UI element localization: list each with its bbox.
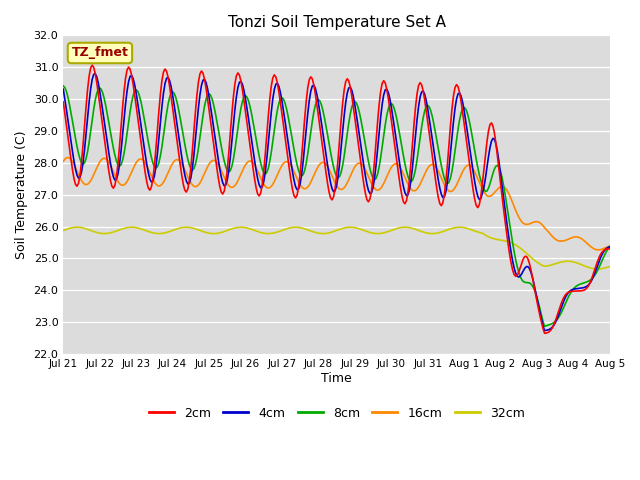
8cm: [60, 83, 67, 89]
2cm: [163, 68, 170, 74]
32cm: [372, 231, 380, 237]
Title: Tonzi Soil Temperature Set A: Tonzi Soil Temperature Set A: [228, 15, 445, 30]
4cm: [92, 71, 99, 76]
2cm: [372, 138, 380, 144]
Line: 2cm: 2cm: [63, 65, 610, 333]
Line: 8cm: 8cm: [63, 86, 610, 326]
16cm: [372, 187, 380, 192]
4cm: [60, 86, 67, 92]
32cm: [163, 229, 170, 235]
Line: 32cm: 32cm: [63, 227, 610, 269]
16cm: [403, 178, 410, 184]
8cm: [389, 102, 397, 108]
32cm: [73, 224, 81, 230]
16cm: [76, 175, 84, 180]
16cm: [541, 225, 548, 230]
X-axis label: Time: Time: [321, 372, 352, 385]
4cm: [372, 162, 380, 168]
2cm: [60, 99, 67, 105]
16cm: [163, 173, 170, 179]
32cm: [541, 264, 548, 269]
Line: 16cm: 16cm: [63, 157, 610, 250]
Line: 4cm: 4cm: [63, 73, 610, 331]
2cm: [88, 62, 96, 68]
8cm: [161, 121, 169, 127]
32cm: [594, 266, 602, 272]
8cm: [540, 319, 547, 324]
4cm: [390, 124, 398, 130]
16cm: [60, 158, 67, 164]
8cm: [371, 177, 378, 182]
8cm: [606, 243, 614, 249]
2cm: [403, 198, 410, 204]
2cm: [541, 330, 548, 336]
4cm: [542, 327, 550, 333]
Text: TZ_fmet: TZ_fmet: [72, 47, 129, 60]
Legend: 2cm, 4cm, 8cm, 16cm, 32cm: 2cm, 4cm, 8cm, 16cm, 32cm: [143, 402, 529, 425]
16cm: [606, 243, 614, 249]
16cm: [64, 155, 72, 160]
32cm: [390, 227, 398, 232]
Y-axis label: Soil Temperature (C): Soil Temperature (C): [15, 131, 28, 259]
8cm: [401, 161, 409, 167]
4cm: [606, 244, 614, 250]
32cm: [60, 228, 67, 233]
32cm: [606, 264, 614, 269]
2cm: [75, 180, 83, 186]
16cm: [594, 247, 602, 252]
4cm: [75, 175, 83, 181]
4cm: [163, 75, 170, 81]
4cm: [403, 192, 410, 198]
32cm: [403, 225, 410, 230]
32cm: [76, 225, 84, 230]
4cm: [541, 328, 548, 334]
8cm: [75, 150, 83, 156]
16cm: [390, 161, 398, 167]
2cm: [606, 246, 614, 252]
8cm: [541, 324, 548, 329]
2cm: [390, 139, 398, 145]
2cm: [542, 330, 550, 336]
